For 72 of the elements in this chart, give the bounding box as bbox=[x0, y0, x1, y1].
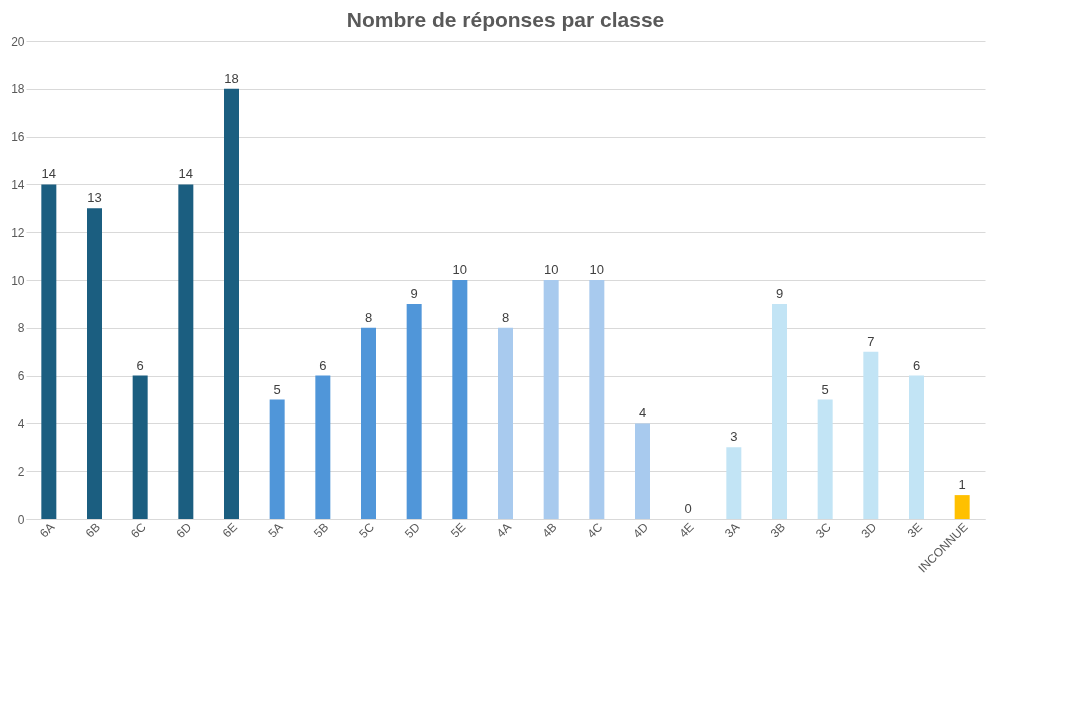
bar bbox=[954, 495, 970, 519]
x-tick-label: 5B bbox=[311, 520, 332, 541]
x-tick-label: 6C bbox=[127, 519, 149, 541]
y-tick-label: 12 bbox=[11, 225, 25, 240]
y-tick-label: 14 bbox=[11, 177, 25, 192]
x-tick-label: 5C bbox=[356, 519, 378, 541]
x-tick-label: 4E bbox=[676, 520, 697, 541]
data-label: 8 bbox=[364, 309, 373, 325]
bar bbox=[224, 88, 239, 519]
x-tick-label: 5E bbox=[448, 520, 469, 541]
data-label: 8 bbox=[501, 309, 510, 325]
y-tick-label: 8 bbox=[17, 321, 25, 336]
x-tick-label: 3A bbox=[722, 520, 743, 541]
data-label: 5 bbox=[273, 381, 281, 397]
bar bbox=[41, 184, 57, 519]
bar bbox=[361, 327, 376, 519]
y-tick-label: 4 bbox=[17, 416, 25, 431]
bar bbox=[635, 423, 650, 519]
bar bbox=[772, 303, 787, 519]
data-label: 14 bbox=[178, 166, 194, 182]
bar bbox=[406, 303, 422, 519]
bar bbox=[589, 280, 605, 519]
y-tick-label: 20 bbox=[11, 34, 25, 49]
data-label: 3 bbox=[730, 429, 738, 445]
x-tick-label: 5A bbox=[265, 520, 286, 541]
y-tick-label: 0 bbox=[17, 512, 25, 527]
x-tick-label: 6E bbox=[219, 520, 240, 541]
y-tick-label: 6 bbox=[17, 369, 25, 384]
bar bbox=[315, 375, 331, 519]
y-tick-label: 2 bbox=[17, 464, 25, 479]
chart-title: Nombre de réponses par classe bbox=[346, 8, 665, 31]
data-label: 10 bbox=[543, 262, 559, 277]
data-label: 7 bbox=[867, 333, 875, 349]
y-tick-label: 10 bbox=[11, 273, 25, 288]
x-tick-label: 3C bbox=[812, 519, 834, 541]
data-label: 6 bbox=[912, 357, 921, 373]
bar bbox=[498, 327, 513, 519]
data-label: 5 bbox=[821, 381, 829, 397]
y-tick-label: 18 bbox=[11, 82, 25, 97]
y-tick-label: 16 bbox=[11, 130, 25, 145]
x-tick-label: 6D bbox=[173, 519, 195, 541]
x-tick-label: 5D bbox=[401, 519, 423, 541]
data-label: 10 bbox=[452, 262, 468, 277]
data-label: 9 bbox=[410, 285, 418, 301]
x-tick-label: 4A bbox=[493, 520, 514, 541]
bar bbox=[87, 208, 102, 519]
x-tick-label: 4C bbox=[584, 519, 606, 541]
bar bbox=[269, 399, 285, 519]
data-label: 14 bbox=[41, 166, 57, 182]
bar bbox=[543, 280, 559, 519]
data-label: 18 bbox=[224, 70, 239, 86]
bar bbox=[817, 399, 833, 519]
data-label: 0 bbox=[684, 501, 692, 516]
data-label: 4 bbox=[638, 405, 647, 421]
bar bbox=[726, 447, 742, 519]
x-tick-label: 4B bbox=[539, 520, 560, 541]
data-label: 1 bbox=[958, 477, 966, 493]
x-tick-label: 3D bbox=[858, 519, 880, 541]
x-tick-label: 4D bbox=[630, 519, 652, 541]
data-label: 6 bbox=[319, 357, 327, 373]
bar bbox=[863, 351, 879, 519]
x-tick-label: 6A bbox=[37, 520, 58, 541]
data-label: 13 bbox=[87, 190, 102, 206]
bar bbox=[452, 280, 468, 519]
x-tick-label: 3B bbox=[767, 520, 788, 541]
data-label: 9 bbox=[775, 285, 784, 301]
bar bbox=[132, 375, 148, 519]
data-label: 10 bbox=[589, 262, 605, 277]
bar bbox=[909, 375, 924, 519]
bar bbox=[178, 184, 194, 519]
data-label: 6 bbox=[136, 357, 144, 373]
x-tick-label: 6B bbox=[82, 520, 103, 541]
